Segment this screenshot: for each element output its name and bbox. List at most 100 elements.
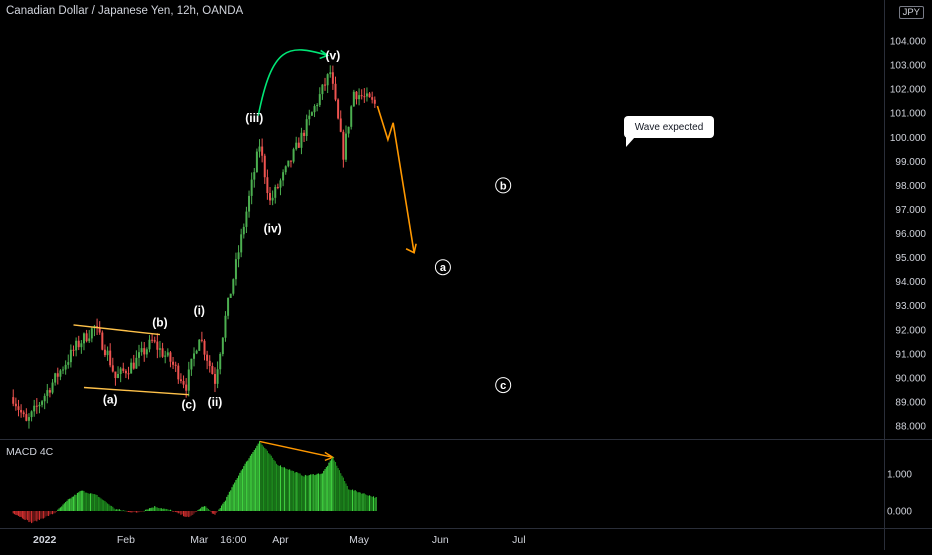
wave-label: (i) — [194, 304, 205, 318]
macd-histogram-bar — [241, 468, 244, 511]
price-candle — [54, 373, 57, 383]
price-candle — [292, 149, 295, 162]
macd-histogram-bar — [181, 511, 183, 515]
macd-histogram-bar — [270, 455, 272, 511]
macd-histogram-bar — [303, 476, 305, 511]
macd-histogram-bar — [138, 511, 140, 513]
macd-histogram-bar — [41, 511, 43, 519]
macd-histogram-bar — [156, 507, 158, 511]
wave-label-circle — [434, 259, 451, 276]
macd-histogram-bar — [86, 492, 88, 511]
macd-histogram-bar — [315, 474, 317, 511]
macd-histogram-bar — [96, 494, 98, 511]
price-candle — [88, 338, 91, 342]
macd-histogram-bar — [42, 511, 44, 519]
macd-histogram-bar — [46, 511, 48, 516]
macd-histogram-bar — [66, 500, 68, 511]
macd-histogram-bar — [295, 472, 297, 511]
price-candle — [72, 349, 75, 351]
macd-histogram-bar — [69, 498, 71, 511]
price-candle — [96, 326, 99, 328]
price-candle — [148, 339, 151, 350]
price-candle — [132, 362, 135, 369]
macd-histogram-bar — [28, 511, 30, 523]
price-candle — [213, 374, 216, 384]
macd-histogram-bar — [245, 461, 247, 511]
macd-histogram-bar — [227, 494, 229, 511]
macd-histogram-bar — [131, 511, 133, 513]
macd-histogram-bar — [76, 492, 78, 511]
macd-histogram-bar — [182, 511, 185, 517]
macd-histogram-bar — [59, 507, 61, 511]
macd-histogram-bar — [146, 509, 148, 511]
price-candle — [263, 155, 266, 178]
macd-histogram-bar — [223, 501, 225, 511]
macd-histogram-bar — [201, 506, 203, 511]
macd-histogram-bar — [299, 473, 301, 511]
macd-histogram-bar — [205, 506, 207, 511]
price-axis-tick-label: 96.000 — [895, 229, 926, 240]
macd-histogram-bar — [281, 466, 283, 511]
macd-histogram-bar — [344, 481, 346, 511]
macd-histogram-bar — [340, 473, 342, 511]
wave-label: (iii) — [245, 111, 263, 125]
macd-histogram-bar — [203, 506, 206, 511]
macd-histogram-bar — [70, 498, 72, 511]
wave-label: a — [440, 262, 447, 274]
macd-histogram-bar — [31, 511, 33, 524]
macd-histogram-bar — [304, 474, 306, 511]
macd-histogram-bar — [298, 473, 300, 511]
macd-histogram-bar — [196, 511, 198, 513]
macd-histogram-bar — [252, 452, 254, 511]
macd-histogram-bar — [283, 467, 285, 511]
macd-histogram-bar — [214, 511, 216, 515]
price-candle — [33, 405, 36, 412]
price-candle — [62, 369, 65, 371]
price-candle — [289, 160, 292, 162]
price-candle — [308, 115, 311, 120]
macd-histogram-bar — [185, 511, 187, 517]
macd-histogram-bar — [189, 511, 191, 517]
price-axis-tick-label: 97.000 — [895, 205, 926, 216]
price-candle — [156, 341, 159, 350]
price-candle — [276, 186, 279, 188]
macd-histogram-bar — [116, 509, 118, 511]
macd-histogram-bar — [211, 511, 213, 514]
macd-histogram-bar — [109, 505, 111, 511]
price-candle — [17, 406, 20, 410]
price-candle — [329, 72, 332, 75]
macd-histogram-bar — [375, 497, 377, 511]
wave-label: (a) — [103, 393, 118, 407]
macd-histogram-bar — [121, 510, 123, 512]
macd-indicator-label[interactable]: MACD 4C — [6, 446, 54, 458]
price-candle — [206, 354, 209, 361]
price-candle — [138, 352, 140, 358]
macd-histogram-bar — [113, 508, 115, 511]
price-axis-tick-label: 104.000 — [890, 37, 927, 48]
price-candle — [279, 180, 282, 188]
macd-histogram-bar — [256, 445, 258, 511]
macd-histogram-bar — [58, 508, 60, 511]
macd-histogram-bar — [224, 500, 227, 511]
macd-histogram-bar — [145, 509, 147, 511]
price-axis-tick-label: 88.000 — [895, 422, 926, 433]
price-candle — [25, 414, 28, 421]
macd-histogram-bar — [337, 468, 339, 511]
macd-histogram-bar — [217, 511, 219, 512]
macd-histogram-bar — [100, 498, 102, 511]
macd-histogram-bar — [89, 493, 92, 511]
macd-histogram-bar — [365, 494, 367, 511]
macd-histogram-bar — [19, 511, 21, 517]
macd-histogram-bar — [27, 511, 29, 521]
macd-histogram-bar — [29, 511, 31, 522]
macd-histogram-bar — [290, 470, 292, 511]
macd-histogram-bar — [137, 511, 139, 513]
macd-histogram-bar — [165, 508, 168, 511]
macd-histogram-bar — [84, 492, 86, 511]
price-candle — [342, 131, 345, 160]
macd-histogram-bar — [359, 492, 361, 511]
macd-histogram-bar — [248, 458, 250, 511]
wave-label: (iv) — [264, 222, 282, 236]
price-candle — [198, 339, 201, 351]
currency-badge[interactable]: JPY — [898, 6, 924, 19]
